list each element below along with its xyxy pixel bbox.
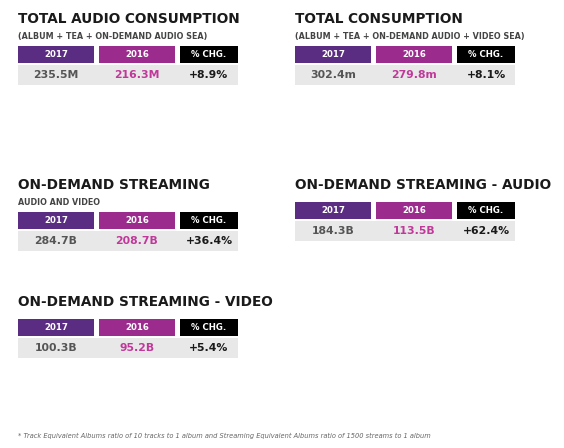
Bar xyxy=(295,46,371,63)
Text: +36.4%: +36.4% xyxy=(186,236,232,246)
Text: 284.7B: 284.7B xyxy=(34,236,77,246)
Text: % CHG.: % CHG. xyxy=(191,216,227,225)
Bar xyxy=(99,319,175,336)
Bar xyxy=(295,65,515,85)
Text: % CHG.: % CHG. xyxy=(468,50,504,59)
Text: 235.5M: 235.5M xyxy=(33,70,79,80)
Text: 2016: 2016 xyxy=(125,50,149,59)
Bar xyxy=(376,46,452,63)
Text: (ALBUM + TEA + ON-DEMAND AUDIO + VIDEO SEA): (ALBUM + TEA + ON-DEMAND AUDIO + VIDEO S… xyxy=(295,32,525,41)
Bar xyxy=(180,212,238,229)
Bar xyxy=(18,338,238,358)
Text: +5.4%: +5.4% xyxy=(190,343,228,353)
Text: % CHG.: % CHG. xyxy=(468,206,504,215)
Bar xyxy=(295,202,371,219)
Text: 2017: 2017 xyxy=(44,323,68,332)
Text: % CHG.: % CHG. xyxy=(191,50,227,59)
Text: ON-DEMAND STREAMING - VIDEO: ON-DEMAND STREAMING - VIDEO xyxy=(18,295,273,309)
Text: 208.7B: 208.7B xyxy=(116,236,158,246)
Text: TOTAL CONSUMPTION: TOTAL CONSUMPTION xyxy=(295,12,463,26)
Text: 2017: 2017 xyxy=(321,50,345,59)
Bar xyxy=(295,221,515,241)
Text: 95.2B: 95.2B xyxy=(120,343,155,353)
Bar xyxy=(18,319,94,336)
Text: +8.1%: +8.1% xyxy=(466,70,505,80)
Text: (ALBUM + TEA + ON-DEMAND AUDIO SEA): (ALBUM + TEA + ON-DEMAND AUDIO SEA) xyxy=(18,32,208,41)
Text: * Track Equivalent Albums ratio of 10 tracks to 1 album and Streaming Equivalent: * Track Equivalent Albums ratio of 10 tr… xyxy=(18,433,431,439)
Text: ON-DEMAND STREAMING: ON-DEMAND STREAMING xyxy=(18,178,210,192)
Text: 2016: 2016 xyxy=(402,206,426,215)
Text: 100.3B: 100.3B xyxy=(35,343,77,353)
Bar xyxy=(18,65,238,85)
Text: 2016: 2016 xyxy=(402,50,426,59)
Bar xyxy=(457,202,515,219)
Text: % CHG.: % CHG. xyxy=(191,323,227,332)
Text: TOTAL AUDIO CONSUMPTION: TOTAL AUDIO CONSUMPTION xyxy=(18,12,240,26)
Text: ON-DEMAND STREAMING - AUDIO: ON-DEMAND STREAMING - AUDIO xyxy=(295,178,551,192)
Bar xyxy=(99,46,175,63)
Text: 279.8m: 279.8m xyxy=(391,70,437,80)
Bar xyxy=(180,46,238,63)
Bar xyxy=(18,46,94,63)
Text: 113.5B: 113.5B xyxy=(393,226,435,236)
Text: 2017: 2017 xyxy=(44,50,68,59)
Bar xyxy=(18,212,94,229)
Bar xyxy=(376,202,452,219)
Text: 216.3M: 216.3M xyxy=(114,70,160,80)
Bar xyxy=(99,212,175,229)
Text: 2017: 2017 xyxy=(44,216,68,225)
Text: 2016: 2016 xyxy=(125,216,149,225)
Text: 2016: 2016 xyxy=(125,323,149,332)
Text: +62.4%: +62.4% xyxy=(462,226,509,236)
Text: 2017: 2017 xyxy=(321,206,345,215)
Text: 302.4m: 302.4m xyxy=(310,70,356,80)
Bar xyxy=(180,319,238,336)
Text: +8.9%: +8.9% xyxy=(190,70,228,80)
Text: AUDIO AND VIDEO: AUDIO AND VIDEO xyxy=(18,198,100,207)
Bar xyxy=(457,46,515,63)
Bar xyxy=(18,231,238,251)
Text: 184.3B: 184.3B xyxy=(312,226,354,236)
